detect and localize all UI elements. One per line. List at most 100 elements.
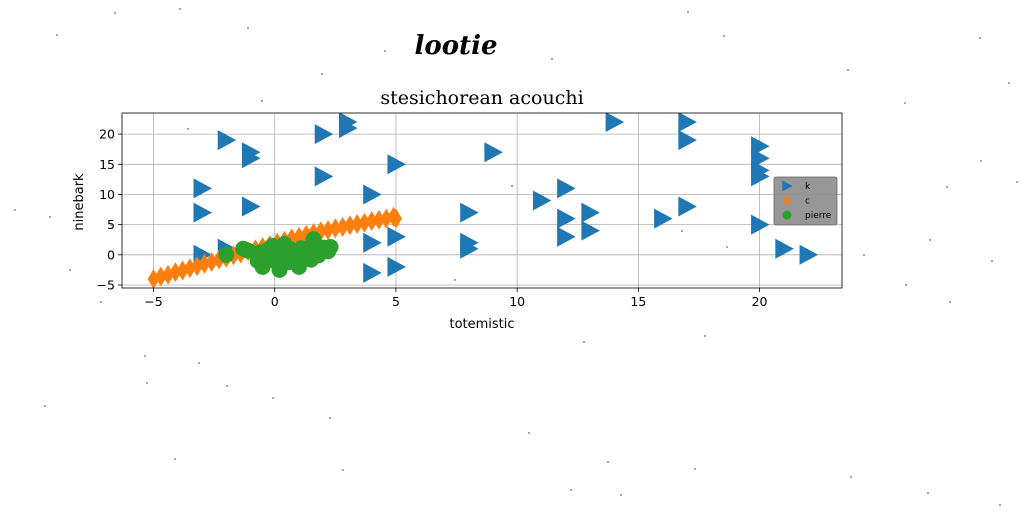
point-k [678,196,697,217]
speckle-dot [226,385,228,387]
point-c [380,208,393,229]
y-tick-label: 5 [107,217,115,232]
speckle-dot [100,301,102,303]
point-k [387,226,406,247]
legend-marker-k [782,180,793,192]
background-speckles [14,8,1018,506]
y-tick-label: 0 [107,247,115,262]
point-k [605,113,625,133]
speckle-dot [329,417,331,419]
speckle-dot [110,224,112,226]
speckle-dot [847,69,849,71]
grid-lines [122,113,842,288]
point-k [460,202,479,223]
y-tick-label: 20 [99,127,115,142]
speckle-dot [384,50,386,52]
speckle-dot [863,254,865,256]
y-axis-ticks: −5 0 5 10 15 20 [97,127,122,292]
point-pierre [240,242,257,259]
speckle-dot [261,100,263,102]
y-tick-label: −5 [97,277,115,292]
speckle-dot [681,230,683,232]
y-axis-label: ninebark [72,173,87,231]
plot-area [147,113,819,288]
point-k [751,214,770,235]
point-k [799,244,819,265]
speckle-dot [49,216,51,218]
speckle-dot [44,405,46,407]
point-k [484,142,503,163]
point-k [217,130,237,151]
legend-label-pierre: pierre [805,211,832,221]
point-c [343,215,356,236]
speckle-dot [342,469,344,471]
point-pierre [322,238,339,255]
point-c [147,268,160,288]
point-k [363,262,382,283]
speckle-dot [179,8,181,10]
axes-frame [121,112,843,289]
speckle-dot [980,160,982,162]
speckle-dot [272,397,274,399]
point-k [581,202,600,223]
x-tick-label: −5 [144,294,162,309]
point-pierre [254,258,271,275]
speckle-dot [56,34,58,36]
point-c [372,209,385,230]
point-c [336,217,349,238]
speckle-dot [927,492,929,494]
point-k [751,166,770,187]
series-pierre [218,231,339,278]
point-k [314,124,334,145]
speckle-dot [114,12,116,14]
point-k [193,202,212,223]
point-c [358,212,371,233]
speckle-dot [144,355,146,357]
speckle-dot [69,269,71,271]
point-k [775,238,794,259]
y-tick-label: 10 [99,187,115,202]
point-c [154,266,167,287]
speckle-dot [174,458,176,460]
point-k [241,196,261,217]
point-k [557,208,576,229]
legend-label-k: k [805,182,811,192]
speckle-dot [14,209,16,211]
point-k [557,178,576,199]
point-c [212,249,225,270]
x-axis-ticks: −5 0 5 10 15 20 [144,288,768,309]
series-k [193,113,819,283]
point-k [387,256,406,277]
x-axis-label: totemistic [449,317,514,332]
speckle-dot [979,37,981,39]
point-c [198,253,211,274]
y-tick-label: 15 [99,157,115,172]
point-c [169,262,182,283]
speckle-dot [511,185,513,187]
speckle-dot [198,362,200,364]
point-c [329,218,342,239]
speckle-dot [528,432,530,434]
legend: kc pierre [773,176,838,226]
speckle-dot [694,468,696,470]
speckle-dot [949,301,951,303]
point-k [241,148,261,169]
speckle-dot [551,58,553,60]
legend-marker-pierre [782,210,792,220]
point-k [363,232,382,253]
point-c [351,214,364,235]
speckle-dot [704,335,706,337]
speckle-dot [570,489,572,491]
x-tick-label: 15 [630,294,646,309]
point-k [557,226,576,247]
speckle-dot [999,504,1001,506]
x-tick-label: 5 [392,294,400,309]
speckle-dot [723,35,725,37]
point-c [183,258,196,279]
speckle-dot [1016,181,1018,183]
speckle-dot [905,284,907,286]
x-tick-label: 0 [271,294,279,309]
point-k [460,238,479,259]
speckle-dot [1008,82,1010,84]
speckle-dot [904,102,906,104]
